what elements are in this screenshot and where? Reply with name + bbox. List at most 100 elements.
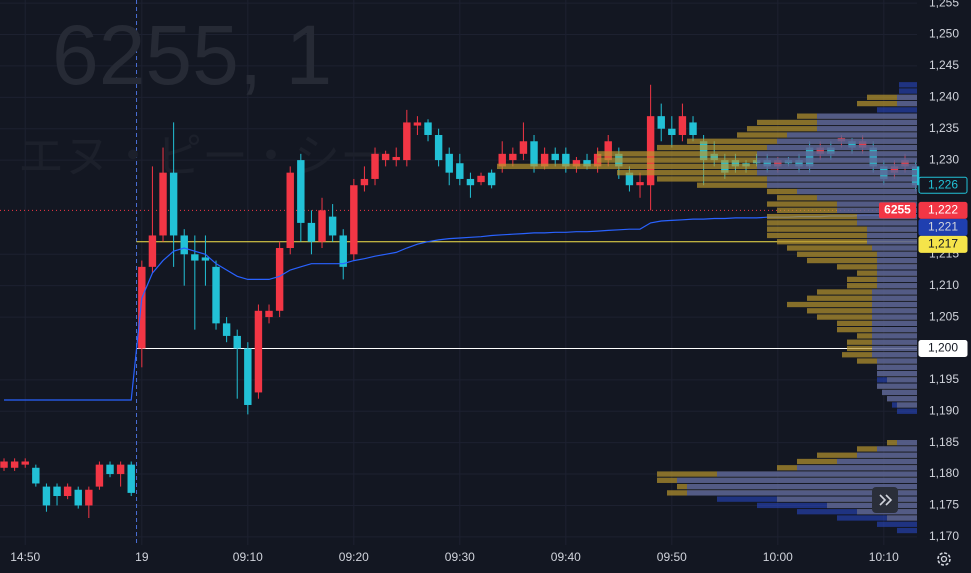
- vwap-line: [4, 214, 916, 401]
- profile-bar: [797, 509, 917, 515]
- profile-bar: [872, 289, 917, 295]
- x-tick-label: 09:50: [657, 550, 687, 564]
- profile-bar: [882, 389, 917, 396]
- candle-body: [445, 153, 453, 173]
- price-marker-label: 1,226: [928, 177, 958, 191]
- symbol-tag-label: 6255: [884, 203, 911, 217]
- price-marker: [918, 218, 968, 236]
- candle-body: [10, 461, 19, 468]
- candle-body: [148, 235, 157, 267]
- profile-bar: [767, 213, 917, 220]
- profile-bar: [872, 314, 917, 320]
- candle-body: [85, 489, 93, 506]
- candle-body: [646, 116, 655, 186]
- x-tick-label: 09:10: [233, 550, 263, 564]
- profile-bar: [787, 245, 917, 251]
- profile-bar: [899, 88, 917, 94]
- candle-body: [233, 335, 241, 349]
- profile-bar: [677, 477, 917, 483]
- settings-button[interactable]: [937, 552, 951, 566]
- scroll-button[interactable]: [872, 487, 898, 513]
- y-tick-label: 1,210: [929, 278, 959, 292]
- profile-bar: [872, 245, 917, 251]
- profile-bar: [837, 458, 917, 465]
- candle-body: [763, 160, 771, 167]
- candle-body: [911, 166, 920, 186]
- profile-bar: [817, 314, 917, 320]
- plot: [0, 82, 920, 534]
- candle-body: [848, 141, 856, 148]
- candle-body: [244, 348, 252, 405]
- candle-body: [774, 160, 782, 167]
- candle-body: [498, 153, 506, 167]
- profile-bar: [817, 195, 917, 201]
- candle-body: [710, 153, 718, 161]
- x-tick-label: 19: [135, 550, 149, 564]
- x-tick-label: 09:20: [339, 550, 369, 564]
- profile-bar: [867, 94, 917, 100]
- candle-body: [625, 172, 634, 186]
- profile-bar: [837, 515, 917, 521]
- profile-bar: [807, 308, 917, 314]
- candle-body: [286, 172, 294, 249]
- candle-body: [604, 141, 612, 161]
- candle-body: [127, 464, 135, 493]
- profile-bar: [817, 126, 917, 132]
- profile-bar: [837, 207, 917, 213]
- profile-bar: [872, 333, 917, 339]
- candle-body: [180, 235, 188, 255]
- profile-bar: [877, 107, 917, 113]
- y-tick-label: 1,175: [929, 498, 959, 512]
- candle-body: [636, 182, 644, 186]
- axes: 1,170 1,175 1,180 1,185 1,190 1,195 1,205 1,210…: [10, 0, 968, 564]
- y-tick-label: 1,245: [929, 58, 959, 72]
- profile-bar: [872, 308, 917, 314]
- y-tick-label: 1,230: [929, 152, 959, 166]
- candle-body: [159, 172, 167, 236]
- profile-bar: [887, 396, 917, 402]
- candle-body: [212, 266, 220, 324]
- candle-body: [540, 153, 549, 167]
- profile-bar: [767, 220, 917, 226]
- candle-body: [106, 464, 114, 475]
- profile-bar: [757, 151, 917, 157]
- profile-bar: [877, 264, 917, 270]
- candle-body: [53, 486, 61, 497]
- candle-body: [254, 310, 263, 393]
- candle-body: [21, 461, 29, 465]
- candle-body: [434, 134, 443, 161]
- profile-bar: [877, 257, 917, 264]
- profile-bar: [757, 170, 917, 176]
- candle-body: [297, 160, 305, 223]
- x-tick-label: 09:30: [445, 550, 475, 564]
- candle-body: [403, 122, 411, 161]
- y-tick-label: 1,255: [929, 0, 959, 9]
- profile-bar: [497, 163, 917, 170]
- profile-bar: [817, 289, 917, 295]
- profile-bar: [877, 270, 917, 276]
- candle-body: [731, 160, 740, 167]
- candle-body: [466, 178, 475, 186]
- candle-body: [265, 310, 273, 318]
- candle-body: [275, 248, 284, 311]
- profile-bar: [872, 326, 917, 333]
- y-tick-label: 1,180: [929, 466, 959, 480]
- profile-bar: [797, 188, 917, 195]
- profile-bar: [817, 119, 917, 126]
- profile-bar: [717, 496, 917, 502]
- profile-bar: [872, 345, 917, 352]
- profile-bar: [767, 176, 917, 182]
- profile-bar: [872, 301, 917, 308]
- profile-bar: [877, 283, 917, 289]
- profile-bar: [767, 144, 917, 151]
- y-tick-label: 1,240: [929, 89, 959, 103]
- profile-bar: [857, 452, 917, 458]
- candle-body: [32, 467, 40, 484]
- profile-bar: [872, 320, 917, 326]
- profile-bar: [877, 446, 917, 452]
- price-marker-label: 1,222: [928, 203, 958, 217]
- candle-body: [869, 147, 877, 167]
- x-tick-label: 10:10: [869, 550, 899, 564]
- y-tick-label: 1,185: [929, 435, 959, 449]
